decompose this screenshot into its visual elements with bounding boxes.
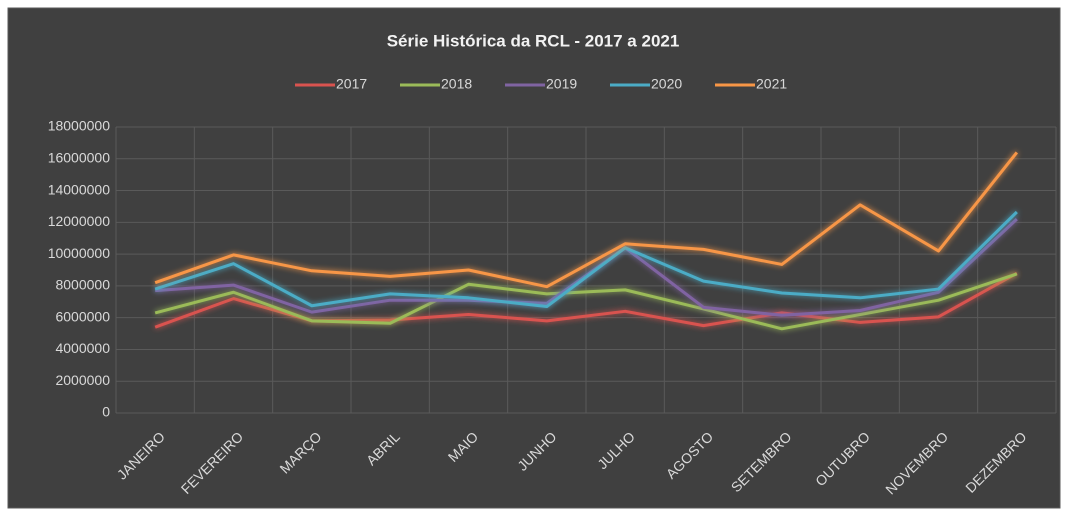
legend-label: 2021 [756,76,787,92]
legend-label: 2019 [546,76,577,92]
legend-label: 2017 [336,76,367,92]
chart-background [7,7,1061,509]
y-tick-label: 16000000 [48,149,111,165]
legend-label: 2018 [441,76,472,92]
y-tick-label: 8000000 [55,277,110,293]
y-tick-label: 18000000 [48,118,111,134]
y-tick-label: 12000000 [48,213,111,229]
y-tick-label: 2000000 [55,372,110,388]
legend-label: 2020 [651,76,682,92]
y-tick-label: 0 [102,404,110,420]
series-line [154,210,1018,309]
y-tick-label: 6000000 [55,308,110,324]
y-tick-label: 14000000 [48,181,111,197]
series-line [154,272,1018,331]
y-tick-label: 10000000 [48,245,111,261]
series-line [154,151,1019,289]
chart-title: Série Histórica da RCL - 2017 a 2021 [387,31,680,50]
y-tick-label: 4000000 [55,340,110,356]
